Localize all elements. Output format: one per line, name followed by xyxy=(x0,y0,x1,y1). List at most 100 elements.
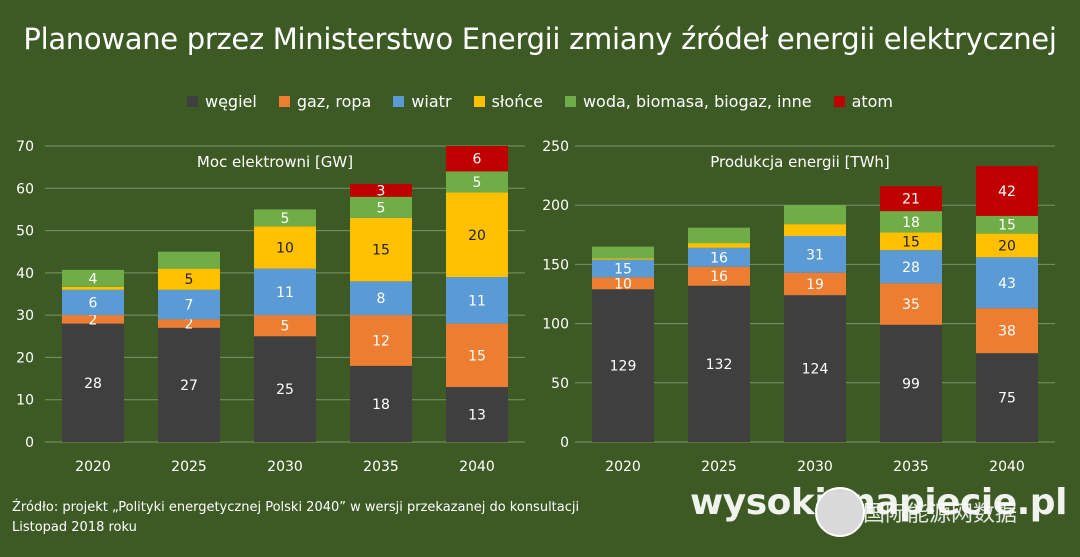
bar-segment xyxy=(784,224,846,236)
bar-segment xyxy=(350,315,412,366)
data-label: 16 xyxy=(710,250,728,266)
data-label: 15 xyxy=(372,243,390,259)
data-label: 19 xyxy=(806,277,824,293)
data-label: 129 xyxy=(610,359,637,375)
data-label: 28 xyxy=(902,260,920,276)
bar-segment xyxy=(254,336,316,442)
data-label: 7 xyxy=(185,298,194,314)
data-label: 42 xyxy=(998,184,1016,200)
legend-item: węgiel xyxy=(186,92,257,111)
bar-segment xyxy=(688,247,750,267)
data-label: 43 xyxy=(998,276,1016,292)
x-tick-label: 2030 xyxy=(797,459,833,475)
bar-segment xyxy=(254,209,316,227)
source-note: Źródło: projekt „Polityki energetycznej … xyxy=(12,498,579,538)
bar-segment xyxy=(350,281,412,316)
panel-title: Produkcja energii [TWh] xyxy=(710,153,890,171)
watermark-cn: 国际能源网数据 xyxy=(863,502,1018,527)
legend-swatch xyxy=(186,96,198,107)
data-label: 18 xyxy=(902,215,920,231)
data-label: 20 xyxy=(998,238,1016,254)
x-tick-label: 2040 xyxy=(989,459,1025,475)
chart-title: Planowane przez Ministerstwo Energii zmi… xyxy=(23,22,1057,56)
bar-segment xyxy=(784,272,846,296)
bar-segment xyxy=(784,205,846,225)
data-label: 18 xyxy=(372,397,390,413)
legend-swatch xyxy=(833,96,845,107)
data-label: 15 xyxy=(614,262,632,278)
data-label: 2 xyxy=(89,312,98,328)
bar-segment xyxy=(880,283,942,325)
legend-item: gaz, ropa xyxy=(278,92,371,111)
bar-segment xyxy=(446,171,508,193)
y-tick-label: 40 xyxy=(16,266,34,282)
data-label: 28 xyxy=(84,376,102,392)
bar-segment xyxy=(446,387,508,442)
bar-segment xyxy=(784,295,846,442)
bar-segment xyxy=(62,286,124,290)
legend-swatch xyxy=(393,96,405,107)
bar-segment xyxy=(446,192,508,278)
bar-segment xyxy=(784,235,846,273)
y-tick-label: 70 xyxy=(16,139,34,155)
y-tick-label: 30 xyxy=(16,308,34,324)
source-line-1: Źródło: projekt „Polityki energetycznej … xyxy=(12,500,580,515)
legend-label: słońce xyxy=(491,92,543,111)
legend-swatch xyxy=(278,96,290,107)
x-tick-label: 2035 xyxy=(363,459,399,475)
bar-segment xyxy=(976,257,1038,309)
legend-item: woda, biomasa, biogaz, inne xyxy=(564,92,812,111)
bar-segment xyxy=(62,289,124,316)
bar-segment xyxy=(688,266,750,286)
data-label: 20 xyxy=(468,228,486,244)
data-label: 99 xyxy=(902,376,920,392)
y-tick-label: 0 xyxy=(25,435,34,451)
bar-segment xyxy=(446,146,508,172)
bar-segment xyxy=(880,250,942,284)
bar-segment xyxy=(254,315,316,337)
y-tick-label: 250 xyxy=(542,139,569,155)
data-label: 25 xyxy=(276,382,294,398)
source-line-2: Listopad 2018 roku xyxy=(12,520,137,535)
bar-segment xyxy=(350,184,412,197)
bar-segment xyxy=(158,327,220,442)
y-tick-label: 20 xyxy=(16,350,34,366)
bar-segment xyxy=(350,217,412,282)
bar-segment xyxy=(62,323,124,442)
x-tick-label: 2030 xyxy=(267,459,303,475)
bar-segment xyxy=(592,289,654,442)
bar-segment xyxy=(688,227,750,244)
data-label: 5 xyxy=(473,175,482,191)
data-label: 2 xyxy=(185,317,194,333)
data-label: 124 xyxy=(802,362,829,378)
legend-item: atom xyxy=(833,92,894,111)
bar-segment xyxy=(350,365,412,442)
bar-segment xyxy=(446,323,508,388)
data-label: 5 xyxy=(185,272,194,288)
x-tick-label: 2025 xyxy=(171,459,207,475)
x-tick-label: 2020 xyxy=(605,459,641,475)
bar-segment xyxy=(880,186,942,212)
bar-segment xyxy=(254,268,316,316)
data-label: 35 xyxy=(902,297,920,313)
bar-segment xyxy=(592,258,654,260)
data-label: 13 xyxy=(468,408,486,424)
bar-segment xyxy=(976,233,1038,258)
legend-label: atom xyxy=(851,92,894,111)
panel-title: Moc elektrowni [GW] xyxy=(197,153,353,171)
watermark: wysokienapiecie.pl xyxy=(690,482,1067,523)
data-label: 38 xyxy=(998,324,1016,340)
legend-swatch xyxy=(473,96,485,107)
data-label: 10 xyxy=(276,240,294,256)
watermark-logo-icon xyxy=(815,487,865,537)
y-tick-label: 10 xyxy=(16,393,34,409)
data-label: 6 xyxy=(89,295,98,311)
y-tick-label: 150 xyxy=(542,257,569,273)
y-tick-label: 50 xyxy=(16,224,34,240)
data-label: 15 xyxy=(468,348,486,364)
bar-segment xyxy=(976,166,1038,216)
bar-segment xyxy=(880,324,942,442)
data-label: 15 xyxy=(902,234,920,250)
legend-label: woda, biomasa, biogaz, inne xyxy=(582,92,812,111)
